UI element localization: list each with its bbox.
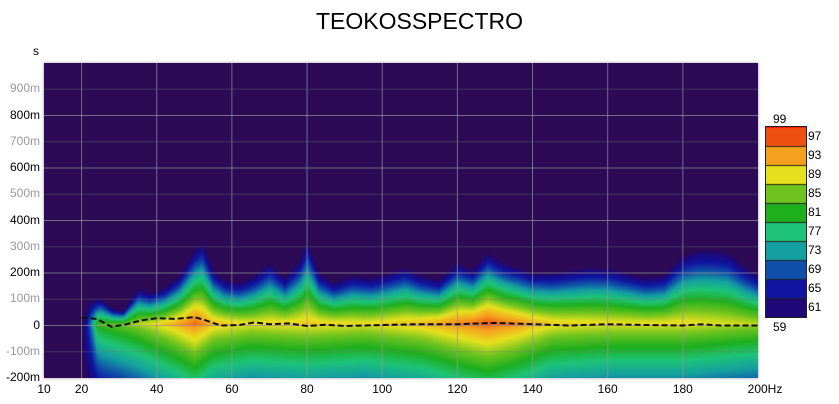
x-tick-label: 100 [372, 382, 393, 396]
y-tick-label: 600m [9, 160, 40, 174]
colorbar-tick-label: 73 [808, 242, 822, 257]
x-tick-label: 20 [74, 382, 89, 396]
y-tick-label: 100m [9, 291, 40, 306]
colorbar-tick-label: 61 [808, 299, 822, 314]
y-tick-label: 300m [9, 238, 40, 253]
plot-overlay [44, 63, 758, 378]
x-tick-label: 40 [150, 382, 164, 396]
colorbar-tick-label: 93 [808, 147, 822, 162]
plot-area[interactable] [44, 63, 758, 378]
y-tick-label: 0 [33, 317, 40, 332]
chart-title: TEOKOSSPECTRO [315, 8, 524, 34]
y-tick-label: 800m [9, 107, 40, 122]
x-tick-label: 200Hz [747, 382, 783, 396]
color-scale-bar [765, 126, 807, 318]
colorbar-tick-label: 65 [808, 280, 822, 295]
colorbar-tick-label: 85 [808, 185, 822, 200]
y-tick-label: 400m [9, 212, 40, 227]
colorbar-tick-label: 81 [808, 204, 822, 219]
x-tick-label: 180 [672, 382, 693, 396]
x-tick-label: 60 [225, 382, 239, 396]
y-tick-label: 500m [9, 186, 40, 201]
colorbar-tick-label: 77 [808, 223, 822, 238]
y-tick-label: 700m [9, 133, 40, 148]
y-tick-label: 900m [9, 81, 40, 96]
colorbar-tick-label: 89 [808, 166, 822, 181]
x-tick-label: 160 [597, 382, 618, 396]
colorbar-min-label: 59 [773, 320, 787, 334]
x-tick-label: 10 [37, 382, 51, 396]
y-tick-label: -100m [5, 343, 40, 358]
x-tick-label: 140 [522, 382, 543, 396]
colorbar-tick-label: 69 [808, 261, 822, 276]
y-tick-label: -200m [5, 370, 40, 384]
y-axis-unit: s [33, 44, 39, 58]
x-tick-label: 80 [300, 382, 314, 396]
peak-time-line [81, 316, 758, 328]
y-tick-label: 200m [9, 265, 40, 279]
x-tick-label: 120 [447, 382, 468, 396]
colorbar-tick-label: 97 [808, 128, 822, 143]
colorbar-max-label: 99 [773, 112, 787, 126]
